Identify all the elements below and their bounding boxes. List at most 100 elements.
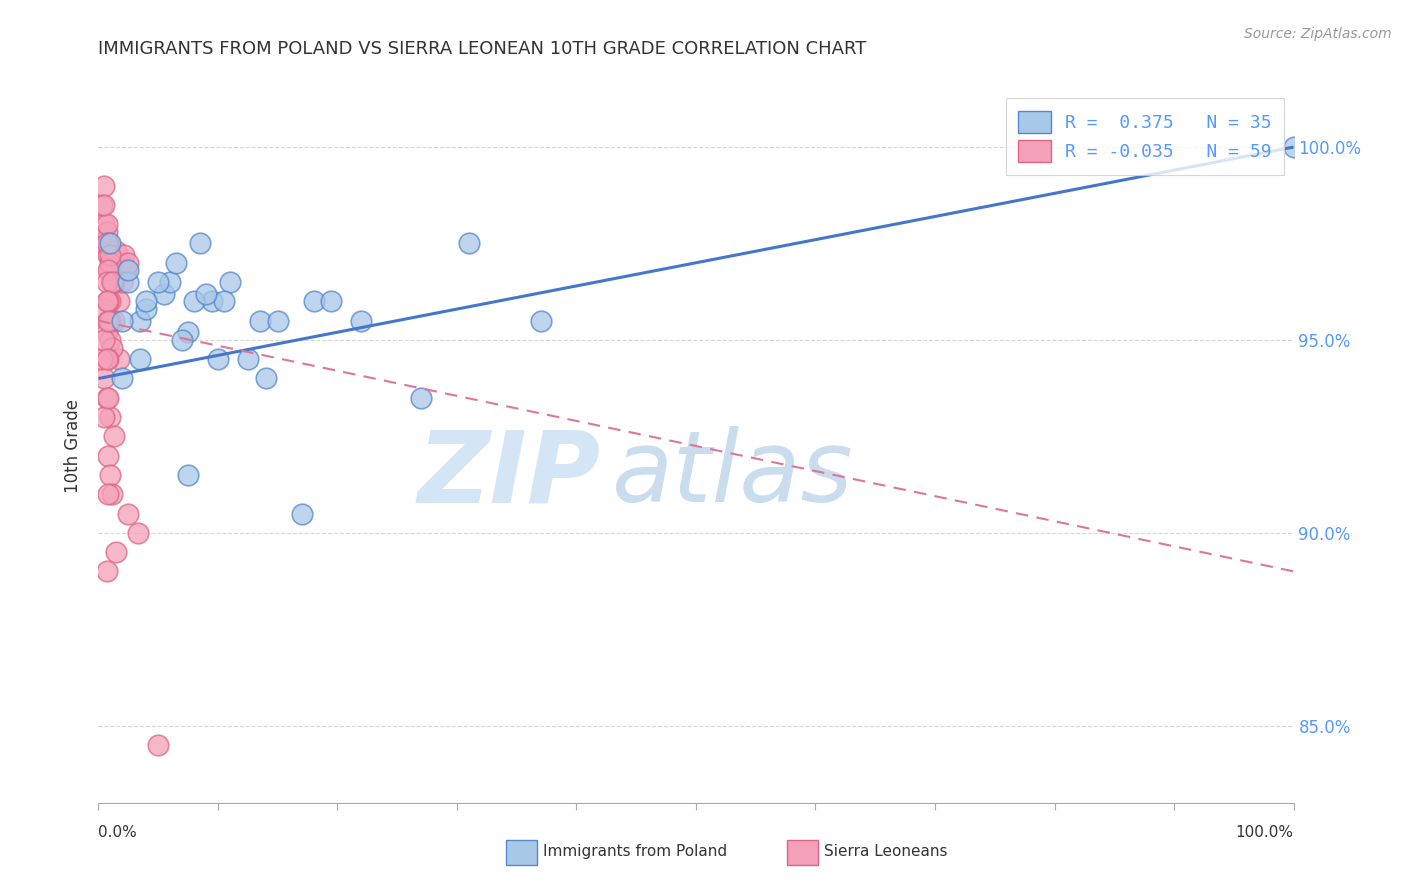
Point (93, 198, 115, 212)
Point (98, 313, 122, 327)
Point (411, 391, 433, 405)
Point (117, 263, 139, 277)
Point (97, 236, 120, 251)
Point (117, 256, 139, 270)
Point (97, 449, 120, 463)
Point (183, 294, 205, 309)
Point (93, 333, 115, 347)
Point (350, 313, 373, 327)
Point (91, 352, 114, 367)
Point (267, 313, 290, 327)
Point (97, 263, 120, 277)
Point (212, 294, 235, 309)
Point (148, 275, 170, 289)
Point (91, 198, 114, 212)
Point (96, 565, 118, 579)
Point (96, 294, 118, 309)
Point (117, 507, 139, 521)
Point (96, 391, 118, 405)
Point (97, 352, 120, 367)
Point (127, 525, 149, 540)
Point (93, 178, 115, 193)
Point (177, 467, 200, 482)
Point (194, 286, 218, 301)
Point (1282, 140, 1305, 154)
Point (111, 275, 134, 289)
Point (290, 507, 312, 521)
Point (105, 244, 128, 259)
Point (148, 738, 170, 752)
Point (457, 236, 479, 251)
Point (93, 217, 115, 231)
Point (100, 275, 122, 289)
Point (96, 325, 118, 339)
Point (97, 391, 120, 405)
Text: 100.0%: 100.0% (1236, 825, 1294, 840)
Point (529, 313, 551, 327)
Point (112, 248, 135, 262)
Point (97, 313, 120, 327)
Point (172, 333, 194, 347)
Point (98, 263, 122, 277)
Point (96, 225, 118, 239)
Point (321, 294, 343, 309)
Point (117, 275, 139, 289)
Point (153, 286, 176, 301)
Point (111, 371, 134, 385)
Point (98, 333, 122, 347)
Y-axis label: 10th Grade: 10th Grade (65, 399, 83, 493)
Point (91, 236, 114, 251)
Point (111, 313, 134, 327)
Point (103, 275, 125, 289)
Point (98, 236, 122, 251)
Point (107, 352, 129, 367)
Point (188, 236, 211, 251)
Point (249, 313, 271, 327)
Point (98, 256, 122, 270)
Point (115, 263, 138, 277)
Point (236, 352, 259, 367)
Point (93, 301, 115, 316)
Point (100, 275, 122, 289)
Point (100, 256, 122, 270)
Point (100, 487, 122, 501)
Text: atlas: atlas (613, 426, 853, 523)
Point (129, 352, 152, 367)
Point (96, 217, 118, 231)
Point (219, 275, 242, 289)
Point (93, 410, 115, 425)
Point (96, 236, 118, 251)
Text: Sierra Leoneans: Sierra Leoneans (824, 845, 948, 859)
Point (254, 371, 277, 385)
Point (98, 294, 122, 309)
Point (201, 294, 224, 309)
Point (177, 325, 200, 339)
Text: IMMIGRANTS FROM POLAND VS SIERRA LEONEAN 10TH GRADE CORRELATION CHART: IMMIGRANTS FROM POLAND VS SIERRA LEONEAN… (98, 40, 866, 58)
Text: Source: ZipAtlas.com: Source: ZipAtlas.com (1244, 27, 1392, 41)
Point (93, 371, 115, 385)
Point (105, 545, 128, 559)
Point (159, 275, 181, 289)
Legend: R =  0.375   N = 35, R = -0.035   N = 59: R = 0.375 N = 35, R = -0.035 N = 59 (1005, 98, 1285, 175)
Point (98, 467, 122, 482)
Point (103, 429, 125, 443)
Point (97, 294, 120, 309)
Point (98, 248, 122, 262)
Point (97, 248, 120, 262)
Text: Immigrants from Poland: Immigrants from Poland (543, 845, 727, 859)
Point (135, 294, 157, 309)
Point (107, 294, 129, 309)
Point (98, 410, 122, 425)
Point (97, 313, 120, 327)
Point (97, 487, 120, 501)
Point (135, 301, 157, 316)
Point (96, 275, 118, 289)
Point (129, 313, 152, 327)
Point (103, 313, 125, 327)
Point (103, 275, 125, 289)
Point (165, 256, 187, 270)
Text: ZIP: ZIP (418, 426, 600, 523)
Point (110, 256, 132, 270)
Point (100, 341, 122, 355)
Point (207, 352, 229, 367)
